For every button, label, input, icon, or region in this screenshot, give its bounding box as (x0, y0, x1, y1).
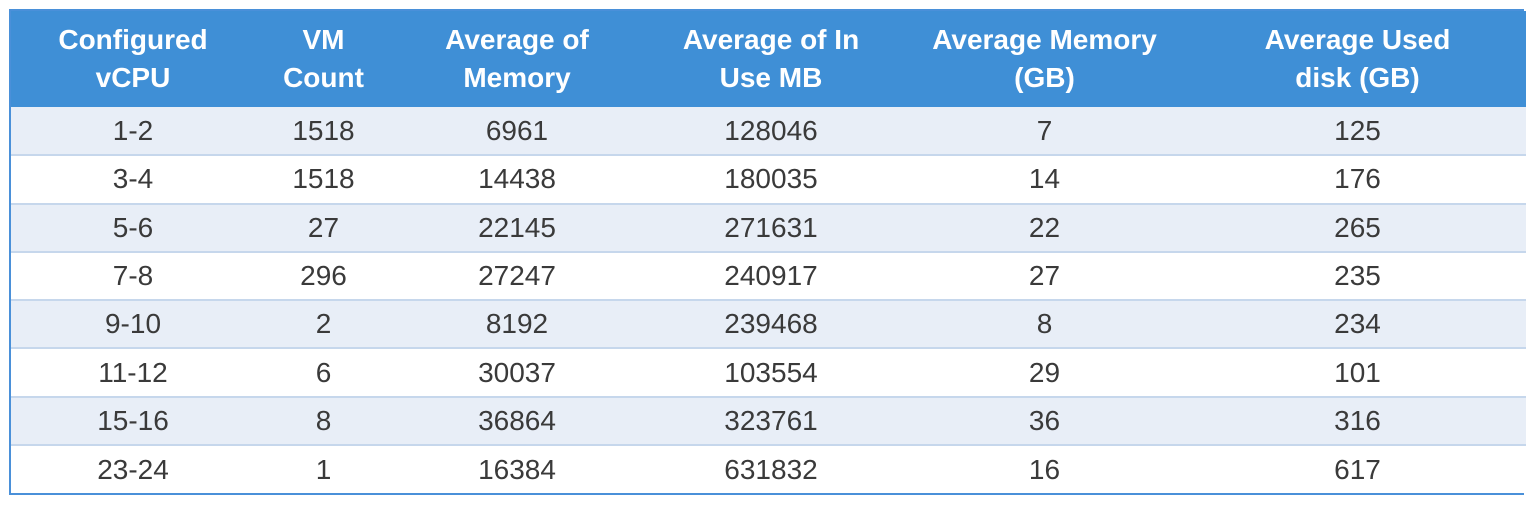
cell-vm-count: 2 (255, 299, 392, 349)
cell-average-in-use-mb: 323761 (642, 395, 900, 446)
header-configured-vcpu: Configured vCPU (58, 24, 208, 93)
cell-vm-count: 1518 (255, 154, 392, 204)
cell-configured-vcpu: 15-16 (11, 395, 255, 446)
cell-configured-vcpu: 5-6 (11, 202, 255, 252)
header-row: Configured vCPU VM Count Average of Memo… (11, 11, 1526, 107)
cell-average-used-disk-gb: 101 (1189, 347, 1526, 397)
cell-configured-vcpu: 9-10 (11, 299, 255, 349)
cell-configured-vcpu: 1-2 (112, 114, 154, 146)
cell-configured-vcpu: 11-12 (11, 347, 255, 397)
header-average-in-use-mb: Average of In Use MB (682, 24, 860, 93)
cell-average-used-disk-gb: 265 (1189, 202, 1526, 252)
cell-vm-count: 8 (255, 395, 392, 446)
cell-vm-count: 1518 (292, 114, 355, 146)
cell-average-memory-gb: 16 (900, 444, 1189, 494)
cell-vm-count: 296 (255, 250, 392, 301)
header-vm-count: VM Count (283, 24, 364, 93)
cell-average-memory-gb: 29 (900, 347, 1189, 397)
cell-average-in-use-mb: 103554 (642, 347, 900, 397)
cell-average-in-use-mb: 240917 (642, 250, 900, 301)
cell-average-used-disk-gb: 235 (1189, 250, 1526, 301)
cell-average-memory-gb: 7 (1036, 114, 1053, 146)
cell-average-of-memory: 27247 (392, 250, 642, 301)
cell-average-used-disk-gb: 617 (1189, 444, 1526, 494)
header-average-used-disk-gb: Average Used disk (GB) (1264, 24, 1451, 93)
cell-average-in-use-mb: 631832 (642, 444, 900, 494)
table-row: 7-8 296 27247 240917 27 235 (11, 250, 1526, 301)
cell-average-in-use-mb: 128046 (724, 114, 818, 146)
vcpu-stats-table-container: Configured vCPU VM Count Average of Memo… (9, 9, 1526, 496)
cell-vm-count: 1 (255, 444, 392, 494)
table-row: 9-10 2 8192 239468 8 234 (11, 299, 1526, 349)
cell-average-of-memory: 8192 (392, 299, 642, 349)
table-row: 1-2 1518 6961 128046 7 125 (11, 107, 1526, 156)
cell-vm-count: 27 (255, 202, 392, 252)
cell-average-in-use-mb: 239468 (642, 299, 900, 349)
header-average-of-memory: Average of Memory (445, 24, 589, 93)
cell-average-of-memory: 16384 (392, 444, 642, 494)
table-row: 3-4 1518 14438 180035 14 176 (11, 154, 1526, 204)
cell-average-memory-gb: 8 (900, 299, 1189, 349)
cell-average-of-memory: 22145 (392, 202, 642, 252)
cell-average-in-use-mb: 271631 (642, 202, 900, 252)
cell-configured-vcpu: 3-4 (11, 154, 255, 204)
cell-average-of-memory: 6961 (485, 114, 549, 146)
table-row: 15-16 8 36864 323761 36 316 (11, 395, 1526, 446)
cell-average-memory-gb: 27 (900, 250, 1189, 301)
cell-average-of-memory: 36864 (392, 395, 642, 446)
table-row: 5-6 27 22145 271631 22 265 (11, 202, 1526, 252)
cell-average-used-disk-gb: 176 (1189, 154, 1526, 204)
cell-average-of-memory: 30037 (392, 347, 642, 397)
cell-configured-vcpu: 23-24 (11, 444, 255, 494)
cell-configured-vcpu: 7-8 (11, 250, 255, 301)
table-header: Configured vCPU VM Count Average of Memo… (11, 11, 1526, 107)
table-row: 11-12 6 30037 103554 29 101 (11, 347, 1526, 397)
cell-average-used-disk-gb: 234 (1189, 299, 1526, 349)
cell-vm-count: 6 (255, 347, 392, 397)
header-average-memory-gb: Average Memory (GB) (932, 24, 1157, 93)
cell-average-memory-gb: 14 (900, 154, 1189, 204)
cell-average-memory-gb: 22 (900, 202, 1189, 252)
cell-average-memory-gb: 36 (900, 395, 1189, 446)
cell-average-of-memory: 14438 (392, 154, 642, 204)
table-body: 1-2 1518 6961 128046 7 125 3-4 1518 1443… (11, 107, 1526, 494)
cell-average-used-disk-gb: 125 (1334, 114, 1381, 146)
cell-average-in-use-mb: 180035 (642, 154, 900, 204)
table-row: 23-24 1 16384 631832 16 617 (11, 444, 1526, 494)
cell-average-used-disk-gb: 316 (1189, 395, 1526, 446)
vcpu-stats-table: Configured vCPU VM Count Average of Memo… (11, 11, 1526, 494)
